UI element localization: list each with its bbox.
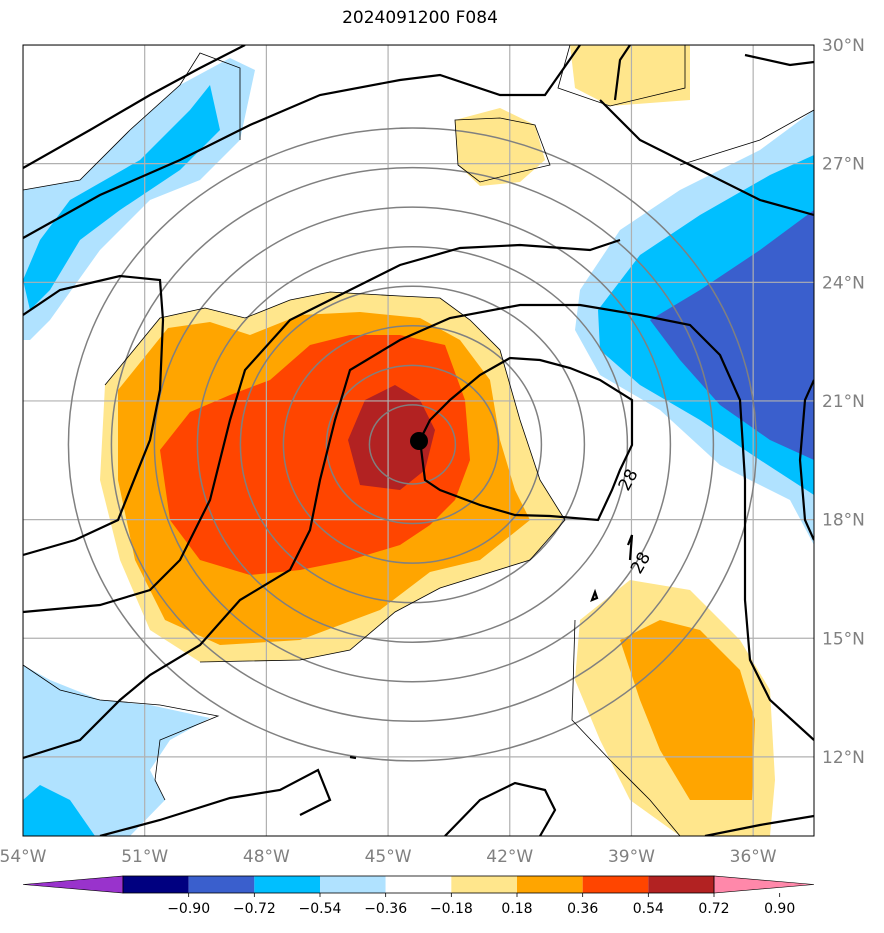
lon-tick-label: 42°W [486,847,533,867]
range-ring [67,127,758,762]
lon-tick-label: 39°W [608,847,655,867]
colorbar-tick-label: −0.18 [430,901,473,917]
colorbar-tick-label: −0.90 [167,901,210,917]
lon-tick-label: 51°W [121,847,168,867]
colorbar-tick-label: 0.72 [698,901,729,917]
colorbar-segment [648,876,714,893]
colorbar-segment [517,876,583,893]
range-ring [325,364,500,525]
colorbar-segment [451,876,517,893]
lon-tick-label: 45°W [365,847,412,867]
colorbar-segment [123,876,189,893]
colorbar-tick-label: −0.54 [299,901,342,917]
map-frame [22,44,815,837]
colorbar-segment [385,876,452,893]
colorbar-tick-label: 0.90 [764,901,795,917]
anomaly-fill-0.18-north [455,108,545,186]
lat-tick-label: 15°N [822,629,865,649]
anomaly-fill-neg0.36-sw [23,785,95,836]
lat-tick-labels: 12°N 15°N 18°N 21°N 24°N 27°N 30°N [822,36,865,768]
range-ring [153,206,672,683]
colorbar-segment [254,876,320,893]
range-ring [196,245,629,643]
colorbar-tick-label: −0.72 [233,901,276,917]
lon-tick-label: 36°W [730,847,777,867]
anomaly-fill-neg0.36-nw [23,85,220,310]
anomaly-fill-neg0.54-east [650,210,814,460]
colorbar-extend-min [22,875,124,894]
storm-center-marker [410,432,428,450]
lon-tick-labels: 54°W 51°W 48°W 45°W 42°W 39°W 36°W [0,847,777,867]
colorbar-extend-max [713,875,815,894]
chart-title: 2024091200 F084 [342,8,498,28]
colorbar-segment [320,876,386,893]
range-ring [368,404,457,485]
colorbar-segment [188,876,255,893]
anomaly-fill-0.36-se [620,620,755,800]
thick-contours [23,45,814,836]
anomaly-fill-neg0.18-sw [23,665,210,836]
lat-tick-label: 12°N [822,748,865,768]
colorbar-tick-label: 0.36 [567,901,598,917]
anomaly-fill-0.18-ne [570,45,690,106]
colorbar-segment [582,876,649,893]
colorbar-tick-label: −0.36 [364,901,407,917]
range-ring [110,166,715,723]
lat-tick-label: 21°N [822,392,865,412]
lat-tick-label: 18°N [822,511,865,531]
thin-contours [23,45,814,836]
lat-tick-label: 30°N [822,36,865,56]
colorbar-tick-label: 0.54 [633,901,664,917]
lat-tick-label: 24°N [822,273,865,293]
lon-tick-label: 48°W [243,847,290,867]
lat-tick-label: 27°N [822,155,865,175]
colorbar: −0.90 −0.72 −0.54 −0.36 −0.18 0.18 0.36 0.54 0.7… [22,875,815,917]
colorbar-tick-label: 0.18 [501,901,532,917]
lon-tick-label: 54°W [0,847,47,867]
range-ring [282,325,543,564]
colorbar-outline [122,875,715,894]
anomaly-fill-0.72 [348,385,435,490]
